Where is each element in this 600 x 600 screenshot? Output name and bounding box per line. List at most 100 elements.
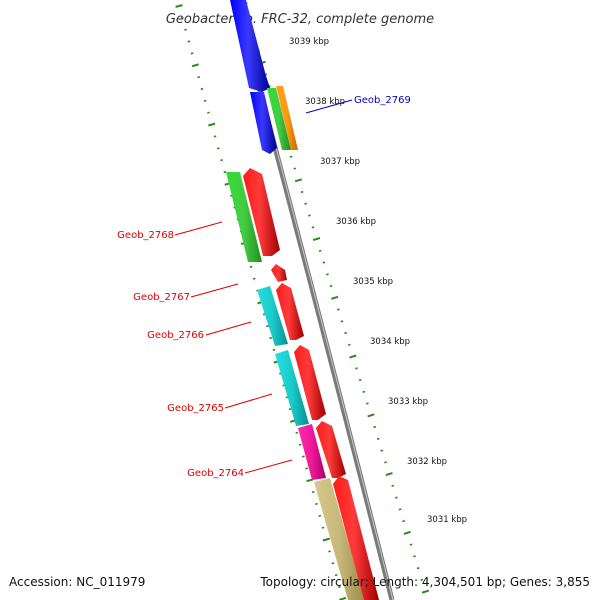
minor-tick [305,467,309,470]
minor-tick [187,40,191,43]
minor-tick [295,431,299,434]
minor-tick [384,461,387,464]
kbp-label: 3032 kbp [407,457,447,467]
gene-arrow-red[interactable] [316,421,346,478]
minor-tick [391,484,395,487]
minor-tick [409,543,413,546]
major-tick [421,589,430,594]
topology-text: Topology: circular; Length: 4,304,501 bp… [260,575,590,589]
minor-tick [402,520,406,523]
minor-tick [197,76,201,79]
accession-text: Accession: NC_011979 [9,575,146,589]
gene-arrow-blue[interactable] [250,92,277,154]
minor-tick [304,202,308,205]
gene-feature-cyan[interactable] [275,350,309,426]
gene-label-geob-2766[interactable]: Geob_2766 [147,330,204,341]
minor-tick [307,214,311,217]
major-tick [331,295,339,300]
minor-tick [252,277,256,280]
minor-tick [249,265,253,268]
minor-tick [318,514,322,517]
major-tick [385,472,393,477]
kbp-label: 3038 kbp [305,97,345,107]
minor-tick [315,502,318,506]
kbp-label: 3034 kbp [370,337,410,347]
minor-tick [420,578,424,581]
gene-feature-green[interactable] [267,88,291,150]
kbp-scale-labels: 3039 kbp 3038 kbp 3037 kbp 3036 kbp 3035… [289,37,467,525]
minor-tick [190,52,194,55]
minor-tick [216,147,220,150]
minor-tick [293,167,297,170]
major-tick [312,237,321,242]
gene-arrow-red[interactable] [333,476,379,600]
minor-tick [301,455,305,458]
major-tick [294,178,303,183]
gene-feature-green[interactable] [226,172,262,262]
gene-arrow-blue[interactable] [230,0,270,92]
major-tick [367,413,375,418]
minor-tick [213,135,217,138]
minor-tick [289,155,293,158]
major-tick [403,530,411,535]
gene-label-geob-2764[interactable]: Geob_2764 [187,468,244,479]
minor-tick [329,284,333,288]
major-tick [208,122,216,127]
gene-label-geob-2769[interactable]: Geob_2769 [354,95,411,106]
minor-tick [322,261,326,264]
minor-tick [311,226,315,229]
minor-tick [337,585,341,589]
minor-tick [347,343,351,346]
minor-tick [331,562,335,565]
minor-tick [269,336,273,340]
gene-callouts [174,99,353,474]
minor-tick [272,348,276,351]
major-tick [339,596,347,600]
minor-tick [355,367,358,370]
minor-tick [340,320,344,323]
minor-tick [200,87,204,91]
gene-arrow-red[interactable] [294,345,326,420]
gene-label-geob-2768[interactable]: Geob_2768 [117,230,174,241]
minor-tick [298,443,302,446]
gene-label-geob-2767[interactable]: Geob_2767 [133,292,190,303]
gene-feature-magenta[interactable] [298,424,326,480]
minor-tick [321,526,325,529]
kbp-label: 3036 kbp [336,217,376,227]
gene-feature-cyan[interactable] [257,286,288,346]
minor-tick [311,491,315,494]
minor-tick [344,331,347,335]
gene-arrow-red[interactable] [271,264,287,282]
minor-tick [365,402,369,405]
map-title: Geobacter sp. FRC-32, complete genome [166,12,434,27]
minor-tick [358,378,362,382]
minor-tick [300,190,304,194]
gene-labels: Geob_2769 Geob_2768 Geob_2767 Geob_2766 … [117,95,411,479]
gene-feature-orange[interactable] [276,86,298,150]
minor-tick [328,550,331,553]
gene-arrow-red[interactable] [276,283,304,340]
gene-feature-tan[interactable] [314,478,365,600]
gene-features [226,0,379,600]
major-tick [322,537,330,542]
minor-tick [207,111,210,114]
kbp-label: 3037 kbp [320,157,360,167]
minor-tick [203,99,207,102]
major-tick [349,354,357,359]
minor-tick [373,425,377,429]
minor-tick [398,508,402,511]
major-tick [175,4,183,8]
minor-tick [394,496,398,499]
minor-tick [265,325,269,328]
gene-label-geob-2765[interactable]: Geob_2765 [167,403,224,414]
kbp-label: 3031 kbp [427,515,467,525]
gene-arrow-red[interactable] [243,168,280,256]
kbp-label: 3035 kbp [353,277,393,287]
minor-tick [184,28,187,31]
major-tick [191,63,199,68]
minor-tick [413,555,416,558]
minor-tick [223,170,227,174]
minor-tick [380,449,384,452]
